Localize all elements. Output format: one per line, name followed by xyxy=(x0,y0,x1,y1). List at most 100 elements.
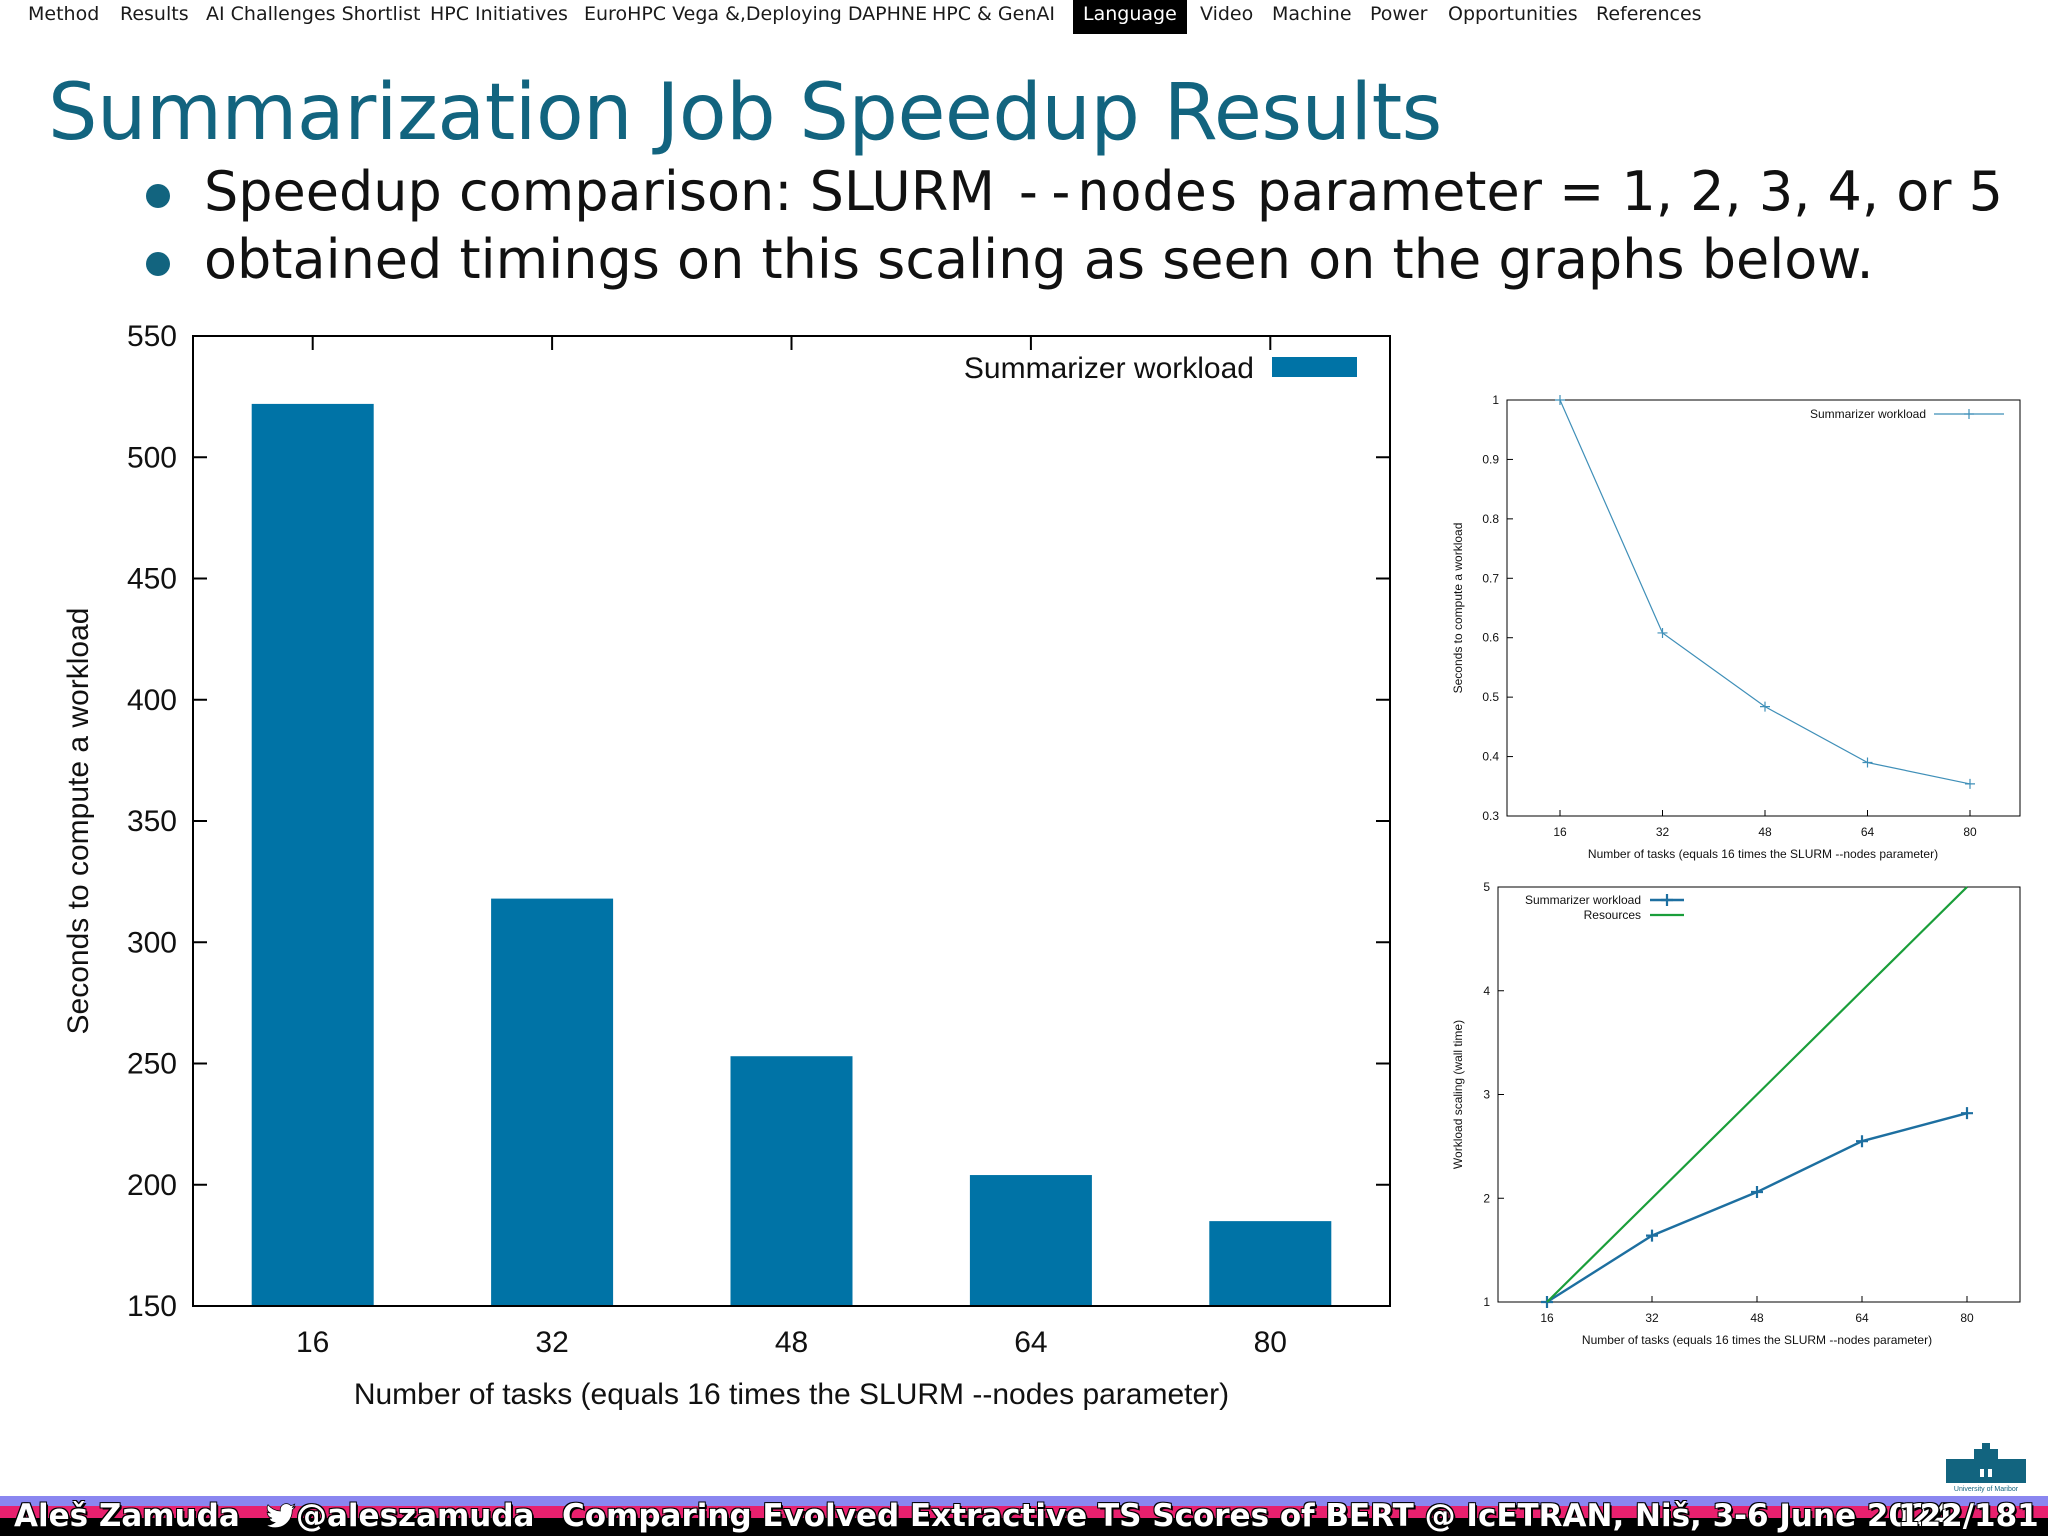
nav-item-power[interactable]: Power xyxy=(1370,3,1428,25)
y-tick-label: 5 xyxy=(1483,880,1490,894)
legend-label-summarizer: Summarizer workload xyxy=(1525,893,1641,907)
twitter-icon xyxy=(265,1503,296,1529)
nav-item-method[interactable]: Method xyxy=(28,3,100,25)
slide-title: Summarization Job Speedup Results xyxy=(48,68,1442,158)
bar-32 xyxy=(491,898,614,1306)
y-tick-label: 450 xyxy=(127,563,177,596)
nav-item-video[interactable]: Video xyxy=(1200,3,1254,25)
x-axis-label: Number of tasks (equals 16 times the SLU… xyxy=(1588,847,1938,861)
footer-page-number: 122/181 xyxy=(1898,1498,2039,1534)
data-point xyxy=(1657,627,1668,638)
plot-frame xyxy=(1506,399,2021,817)
data-point xyxy=(1751,1186,1763,1199)
x-axis-label: Number of tasks (equals 16 times the SLU… xyxy=(1582,1333,1932,1347)
x-tick-label: 48 xyxy=(1750,1311,1764,1325)
normalized-time-chart: 0.3 0.4 0.5 0.6 0.7 0.8 0.9 1 16 32 48 64 80 Summariz… xyxy=(1451,393,2021,861)
legend-swatch xyxy=(1272,357,1357,377)
legend-marker xyxy=(1661,894,1673,906)
y-tick-label: 150 xyxy=(127,1290,177,1323)
x-tick-label: 32 xyxy=(1656,825,1670,839)
logo-text: University of Maribor xyxy=(1954,1486,2019,1493)
bar-16 xyxy=(251,403,374,1306)
series-line-summarizer xyxy=(1546,1112,1968,1304)
data-point xyxy=(1965,778,1975,789)
legend-label: Summarizer workload xyxy=(1810,407,1926,421)
y-tick-label: 1 xyxy=(1492,393,1499,407)
y-tick-label: 0.6 xyxy=(1482,631,1499,645)
nav-item-results[interactable]: Results xyxy=(120,3,189,25)
series-line-resources xyxy=(1546,886,1968,1303)
nav-item-language[interactable]: Language xyxy=(1073,0,1187,34)
x-tick-label: 64 xyxy=(1855,1311,1869,1325)
x-tick-label: 80 xyxy=(1960,1311,1974,1325)
y-tick-label: 1 xyxy=(1483,1295,1490,1309)
x-tick-label: 64 xyxy=(1861,825,1875,839)
bar-48 xyxy=(730,1056,853,1306)
y-tick-label: 200 xyxy=(127,1169,177,1202)
x-tick-label: 48 xyxy=(1758,825,1772,839)
footer-twitter-handle: @aleszamuda xyxy=(296,1498,535,1534)
x-tick-label: 80 xyxy=(1254,1326,1287,1359)
y-tick-label: 550 xyxy=(127,320,177,353)
bullet-dot xyxy=(146,252,170,276)
x-tick-label: 64 xyxy=(1014,1326,1047,1359)
scaling-chart: 1 2 3 4 5 16 32 48 64 80 Summarizer workloadResour… xyxy=(1451,880,2021,1347)
data-point xyxy=(1555,395,1565,405)
series-line xyxy=(1559,399,1971,785)
nav-item-references[interactable]: References xyxy=(1596,3,1702,25)
y-tick-label: 2 xyxy=(1483,1191,1490,1205)
data-point xyxy=(1646,1229,1658,1242)
x-tick-label: 16 xyxy=(1553,825,1567,839)
data-point xyxy=(1961,1107,1973,1120)
y-tick-label: 0.9 xyxy=(1482,452,1499,466)
y-tick-label: 0.4 xyxy=(1482,750,1499,764)
legend-label-resources: Resources xyxy=(1584,908,1641,922)
y-tick-label: 0.3 xyxy=(1482,809,1499,823)
x-tick-label: 16 xyxy=(1540,1311,1554,1325)
bullet1-text: Speedup comparison: SLURM xyxy=(204,160,1013,223)
y-tick-label: 500 xyxy=(127,441,177,474)
nav-item-machine[interactable]: Machine xyxy=(1272,3,1352,25)
bullet1-code: --nodes xyxy=(1012,160,1240,223)
bar-chart: 16 32 48 64 80 150 200 250 300 350 400 450 500 550 Sum… xyxy=(62,320,1391,1411)
nav-item-hpc-genai[interactable]: HPC & GenAI xyxy=(932,3,1055,25)
y-axis-label: Seconds to compute a workload xyxy=(1451,523,1465,694)
data-point xyxy=(1760,701,1770,712)
footer-twitter[interactable]: @aleszamuda xyxy=(265,1496,535,1536)
plot-frame xyxy=(1497,886,2021,1303)
bullet-dot xyxy=(146,184,170,208)
legend-marker xyxy=(1964,409,1974,419)
x-tick-label: 48 xyxy=(775,1326,808,1359)
data-point xyxy=(1856,1135,1868,1148)
nav-item-hpc-initiatives[interactable]: HPC Initiatives xyxy=(430,3,568,25)
x-tick-label: 80 xyxy=(1963,825,1977,839)
nav-item-eurohpc-vega-deploying-daphne[interactable]: EuroHPC Vega &,Deploying DAPHNE xyxy=(584,3,928,25)
footer-talk-title: Comparing Evolved Extractive TS Scores o… xyxy=(562,1498,1954,1534)
plot-frame xyxy=(192,335,1391,1307)
y-axis-label: Seconds to compute a workload xyxy=(62,608,95,1035)
y-tick-label: 0.8 xyxy=(1482,512,1499,526)
footer-bar: Aleš Zamuda @aleszamuda Comparing Evolve… xyxy=(0,1496,2048,1536)
top-navigation: Method Results AI Challenges Shortlist HPC … xyxy=(0,0,2048,34)
bullet2-text: obtained timings on this scaling as seen… xyxy=(204,228,1874,291)
university-logo: University of Maribor xyxy=(1946,1443,2026,1493)
y-tick-label: 0.5 xyxy=(1482,690,1499,704)
y-tick-label: 300 xyxy=(127,926,177,959)
x-axis-label: Number of tasks (equals 16 times the SLU… xyxy=(354,1378,1229,1411)
nav-item-ai-challenges-shortlist[interactable]: AI Challenges Shortlist xyxy=(206,3,421,25)
y-tick-label: 400 xyxy=(127,684,177,717)
footer-author: Aleš Zamuda xyxy=(14,1498,240,1534)
x-tick-label: 32 xyxy=(535,1326,568,1359)
y-tick-label: 0.7 xyxy=(1482,571,1499,585)
data-point xyxy=(1862,757,1873,768)
bar-64 xyxy=(969,1175,1092,1306)
y-axis-label: Workload scaling (wall time) xyxy=(1451,1020,1465,1169)
bar-80 xyxy=(1209,1221,1332,1306)
x-tick-label: 16 xyxy=(296,1326,329,1359)
bullet1-tail: parameter = 1, 2, 3, 4, or 5 xyxy=(1239,160,2003,223)
y-tick-label: 250 xyxy=(127,1048,177,1081)
legend-label: Summarizer workload xyxy=(964,352,1254,385)
nav-item-opportunities[interactable]: Opportunities xyxy=(1448,3,1578,25)
y-tick-label: 350 xyxy=(127,805,177,838)
y-tick-label: 4 xyxy=(1483,984,1490,998)
